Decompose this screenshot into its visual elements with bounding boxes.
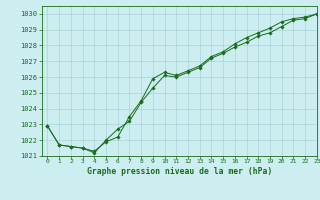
X-axis label: Graphe pression niveau de la mer (hPa): Graphe pression niveau de la mer (hPa)	[87, 167, 272, 176]
